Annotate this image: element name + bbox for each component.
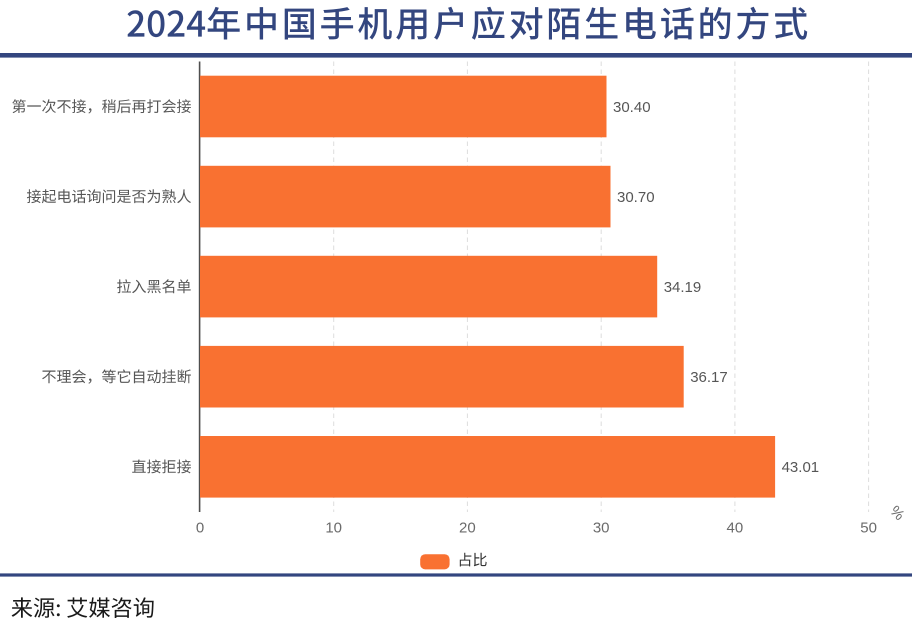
svg-text:43.01: 43.01	[782, 459, 820, 476]
svg-text:34.19: 34.19	[664, 279, 702, 296]
svg-text:50: 50	[860, 520, 877, 537]
svg-text:10: 10	[325, 520, 342, 537]
svg-text:20: 20	[459, 520, 476, 537]
svg-text:40: 40	[727, 520, 744, 537]
svg-text:30.40: 30.40	[613, 99, 651, 116]
svg-text:30: 30	[593, 520, 610, 537]
svg-text:36.17: 36.17	[690, 369, 728, 386]
svg-text:30.70: 30.70	[617, 189, 655, 206]
svg-text:0: 0	[196, 520, 204, 537]
